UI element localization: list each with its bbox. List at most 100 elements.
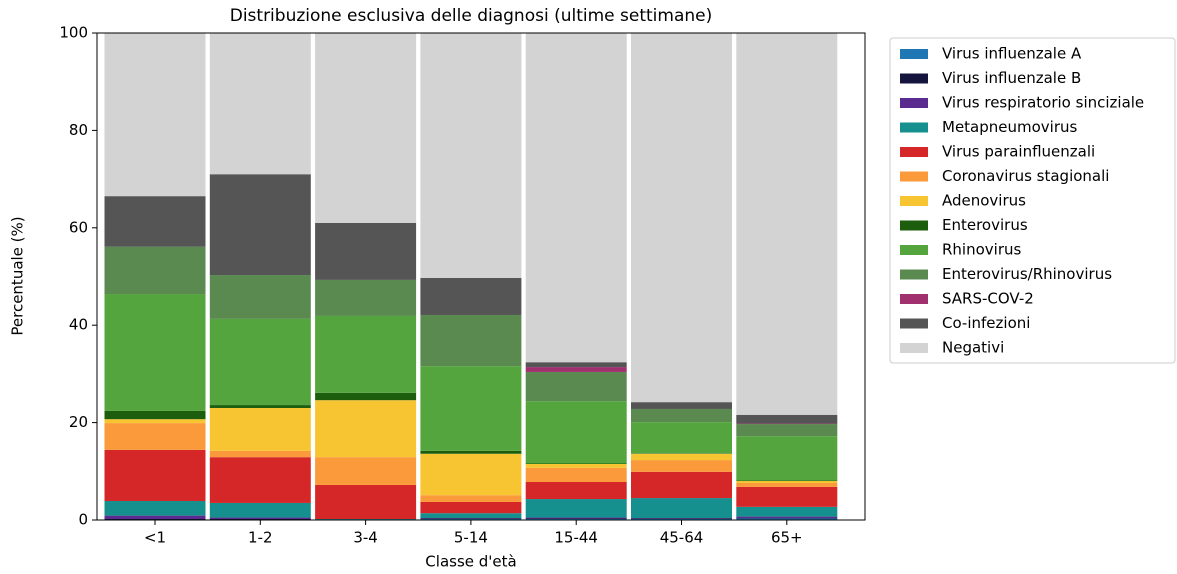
bar-segment bbox=[420, 366, 522, 451]
bar-segment bbox=[209, 457, 311, 503]
legend-label: Virus influenzale B bbox=[942, 69, 1081, 87]
bar-segment bbox=[525, 482, 627, 500]
bar-segment bbox=[631, 408, 732, 423]
bar-segment bbox=[104, 196, 206, 247]
legend-swatch bbox=[900, 73, 928, 84]
bar-segment bbox=[315, 484, 417, 520]
x-tick-label: 3-4 bbox=[353, 529, 378, 547]
legend-swatch bbox=[900, 196, 928, 206]
bar-segment bbox=[736, 481, 838, 483]
legend-label: Adenovirus bbox=[942, 192, 1026, 210]
plot-frame bbox=[96, 32, 866, 521]
bar-segment bbox=[525, 463, 627, 468]
bar-segment bbox=[525, 517, 627, 519]
bar-segment bbox=[315, 392, 417, 401]
bar-segment bbox=[631, 33, 732, 403]
bar-segment bbox=[104, 423, 206, 450]
bar-segment bbox=[736, 414, 838, 424]
y-tick-label: 0 bbox=[78, 511, 88, 529]
bar-segment bbox=[315, 222, 417, 280]
bar-segment bbox=[104, 294, 206, 411]
bar-segment bbox=[209, 405, 311, 408]
bar-segment bbox=[209, 450, 311, 458]
legend-label: Virus influenzale A bbox=[942, 45, 1082, 63]
bar-segment bbox=[315, 457, 417, 485]
legend-swatch bbox=[900, 220, 928, 231]
legend-swatch bbox=[900, 318, 928, 329]
x-tick-label: 15-44 bbox=[554, 529, 598, 547]
legend-label: Enterovirus/Rhinovirus bbox=[942, 265, 1112, 283]
legend-swatch bbox=[900, 122, 928, 133]
bar-segment bbox=[420, 33, 522, 278]
x-tick-label: <1 bbox=[144, 529, 166, 547]
legend-swatch bbox=[900, 147, 928, 157]
bar-segment bbox=[209, 275, 311, 319]
y-tick-label: 60 bbox=[69, 218, 88, 236]
bar-segment bbox=[631, 402, 732, 409]
bar-segment bbox=[209, 174, 311, 276]
bar-segment bbox=[104, 419, 206, 424]
bar-segment bbox=[104, 515, 206, 520]
bar-segment bbox=[736, 486, 838, 507]
bar-segment bbox=[209, 318, 311, 406]
x-tick-label: 5-14 bbox=[454, 529, 488, 547]
bar-segment bbox=[420, 453, 522, 496]
bar-segment bbox=[631, 453, 732, 461]
bar-segment bbox=[525, 362, 627, 368]
bar-segment bbox=[315, 279, 417, 316]
legend-swatch bbox=[900, 98, 928, 108]
legend-label: Virus parainfluenzali bbox=[942, 143, 1095, 161]
y-tick-label: 100 bbox=[59, 24, 88, 42]
bar-segment bbox=[631, 422, 732, 454]
bar-segment bbox=[736, 33, 838, 415]
bar-segment bbox=[736, 516, 838, 519]
bar-segment bbox=[209, 407, 311, 451]
bar-segment bbox=[420, 513, 522, 519]
bar-segment bbox=[104, 410, 206, 420]
legend-swatch bbox=[900, 294, 928, 304]
bar-segment bbox=[104, 449, 206, 502]
bar-segment bbox=[736, 482, 838, 487]
bar-segment bbox=[104, 501, 206, 516]
legend-label: SARS-COV-2 bbox=[942, 290, 1034, 308]
bar-segment bbox=[525, 371, 627, 402]
y-tick-label: 20 bbox=[69, 413, 88, 431]
bar-segment bbox=[631, 498, 732, 519]
bar-segment bbox=[209, 502, 311, 518]
bar-segment bbox=[525, 367, 627, 372]
bar-segment bbox=[315, 315, 417, 393]
x-axis-label: Classe d'età bbox=[425, 553, 516, 571]
bar-segment bbox=[525, 467, 627, 483]
bar-segment bbox=[209, 517, 311, 520]
bar-segment bbox=[209, 33, 311, 175]
bar-segment bbox=[631, 460, 732, 472]
y-tick-label: 80 bbox=[69, 121, 88, 139]
bar-segment bbox=[525, 401, 627, 464]
legend-label: Coronavirus stagionali bbox=[942, 167, 1109, 185]
y-tick-label: 40 bbox=[69, 316, 88, 334]
legend-swatch bbox=[900, 49, 928, 59]
bar-segment bbox=[104, 33, 206, 197]
legend-swatch bbox=[900, 343, 928, 353]
legend-swatch bbox=[900, 245, 928, 255]
legend-label: Virus respiratorio sinciziale bbox=[942, 94, 1144, 112]
bar-segment bbox=[525, 499, 627, 518]
x-tick-label: 1-2 bbox=[248, 529, 273, 547]
bar-segment bbox=[420, 495, 522, 502]
legend-label: Metapneumovirus bbox=[942, 118, 1078, 136]
bar-segment bbox=[525, 33, 627, 363]
bar-segment bbox=[420, 450, 522, 454]
bar-segment bbox=[736, 424, 838, 437]
legend-label: Co-infezioni bbox=[942, 314, 1030, 332]
bar-segment bbox=[420, 314, 522, 367]
legend-swatch bbox=[900, 171, 928, 182]
bar-segment bbox=[315, 400, 417, 458]
bar-segment bbox=[736, 436, 838, 481]
legend-label: Rhinovirus bbox=[942, 241, 1021, 259]
bar-segment bbox=[104, 246, 206, 295]
y-axis-label: Percentuale (%) bbox=[9, 216, 27, 335]
bar-segment bbox=[420, 277, 522, 315]
x-tick-label: 45-64 bbox=[660, 529, 704, 547]
bar-segment bbox=[315, 33, 417, 223]
